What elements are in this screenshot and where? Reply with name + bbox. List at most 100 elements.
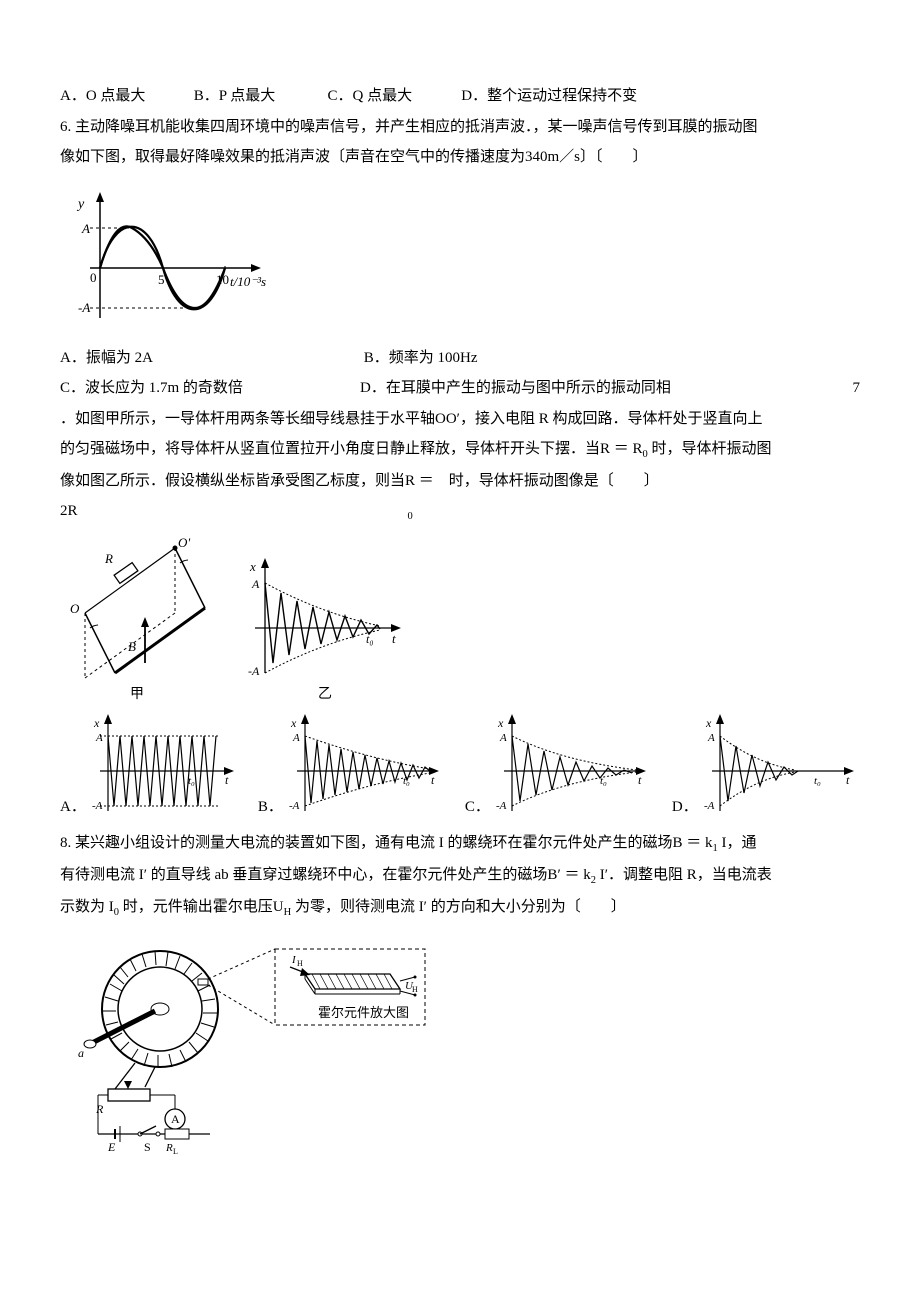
svg-text:t₀: t₀ — [366, 632, 374, 646]
svg-text:t₀: t₀ — [403, 775, 410, 787]
svg-text:O': O' — [178, 535, 190, 550]
svg-text:B: B — [128, 639, 136, 654]
svg-text:R: R — [104, 551, 113, 566]
svg-text:x: x — [705, 716, 712, 730]
q5-opt-d: D．整个运动过程保持不变 — [461, 82, 637, 111]
q7-sub4: 0 — [408, 511, 413, 522]
svg-text:t: t — [392, 631, 396, 646]
svg-text:t: t — [225, 773, 229, 787]
svg-text:t: t — [846, 773, 850, 787]
svg-text:A: A — [292, 732, 300, 744]
q7-stem-line3: 像如图乙所示．假设横纵坐标皆承受图乙标度，则当R ＝ 时，导体杆振动图像是〔 〕 — [60, 467, 860, 496]
q5-opt-c: C．Q 点最大 — [328, 82, 458, 111]
q6-stem-line1: 6. 主动降噪耳机能收集四周环境中的噪声信号，并产生相应的抵消声波．，某一噪声信… — [60, 113, 860, 142]
svg-text:R: R — [95, 1102, 104, 1116]
q7-opt-c-label: C． — [465, 793, 490, 822]
q6-stem-line2: 像如下图，取得最好降噪效果的抵消声波〔声音在空气中的传播速度为340m／s〕〔 … — [60, 143, 860, 172]
svg-text:H: H — [297, 959, 303, 968]
q8-stem2b: I′．调整电阻 R，当电流表 — [596, 867, 772, 883]
svg-text:t₀: t₀ — [188, 775, 195, 787]
q5-opt-a: A．O 点最大 — [60, 82, 190, 111]
q6-tick-5: 5 — [158, 272, 165, 287]
q6-stem1: 主动降噪耳机能收集四周环境中的噪声信号，并产生相应的抵消声波．，某一噪声信号传到… — [75, 119, 758, 135]
svg-text:L: L — [173, 1147, 178, 1156]
q7-stem2-sub: 0 — [643, 449, 648, 460]
q7-opt-b-graph: x A -A t₀ t — [285, 711, 445, 821]
q7-opt-b-cell: B． x A -A t₀ t — [258, 711, 445, 821]
svg-text:0: 0 — [90, 270, 97, 285]
q7-opt-a-cell: A． x A -A t₀ t — [60, 711, 238, 821]
q7-fig-yi: x A -A t₀ t 乙 — [240, 553, 410, 703]
q6-A-label: A — [81, 221, 90, 236]
q8-stem1b: I，通 — [722, 835, 757, 851]
q7-opt-d-cell: D． x A -A t₀ t — [672, 711, 860, 821]
svg-text:A: A — [171, 1112, 180, 1126]
svg-text:乙: 乙 — [318, 686, 332, 702]
svg-text:A: A — [251, 577, 260, 591]
q6-opt-a: A．振幅为 2A — [60, 344, 360, 373]
q6-ylabel: y — [76, 197, 85, 212]
q8-stem1a: 某兴趣小组设计的测量大电流的装置如下图，通有电流 I 的螺绕环在霍尔元件处产生的… — [75, 835, 713, 851]
q7-stem2a: 的匀强磁场中，将导体杆从竖直位置拉开小角度日静止释放，导体杆开头下摆．当R ＝ … — [60, 441, 643, 457]
q7-fig-jia: O O' R B 甲 — [60, 533, 210, 703]
svg-text:-A: -A — [92, 800, 103, 812]
q7-options-row: A． x A -A t₀ t B． x A -A — [60, 711, 860, 821]
svg-text:a: a — [78, 1046, 84, 1060]
q6-graph: y A -A 0 5 10 t/10⁻³s — [60, 178, 860, 338]
q6-tick-10: 10 — [216, 272, 229, 287]
svg-text:E: E — [107, 1140, 116, 1154]
q6-opts-row2: C．波长应为 1.7m 的奇数倍 D．在耳膜中产生的振动与图中所示的振动同相 7 — [60, 374, 860, 403]
q7-stem-line2: 的匀强磁场中，将导体杆从竖直位置拉开小角度日静止释放，导体杆开头下摆．当R ＝ … — [60, 435, 860, 465]
svg-text:O: O — [70, 601, 80, 616]
q8-stem3b: 时，元件输出霍尔电压U — [119, 899, 284, 915]
q7-opt-d-graph: x A -A t₀ t — [700, 711, 860, 821]
svg-text:甲: 甲 — [130, 687, 144, 702]
svg-text:A: A — [95, 732, 103, 744]
q6-num: 6. — [60, 119, 71, 135]
q5-opt-b: B．P 点最大 — [194, 82, 324, 111]
svg-text:t₀: t₀ — [600, 775, 607, 787]
q7-main-figs: O O' R B 甲 x A -A t₀ t 乙 — [60, 533, 860, 703]
q5-options: A．O 点最大 B．P 点最大 C．Q 点最大 D．整个运动过程保持不变 — [60, 82, 860, 111]
svg-text:S: S — [144, 1140, 151, 1154]
q7-stem-line1: ．如图甲所示，一导体杆用两条等长细导线悬挂于水平轴OO′，接入电阻 R 构成回路… — [60, 405, 860, 434]
svg-text:-A: -A — [496, 800, 507, 812]
q8-figure: a I H U H 霍尔元件放大图 R A E — [60, 929, 860, 1159]
svg-text:t: t — [431, 773, 435, 787]
q6-opt-c: C．波长应为 1.7m 的奇数倍 — [60, 374, 360, 403]
q7-opt-c-cell: C． x A -A t₀ t — [465, 711, 652, 821]
q8-stem-line3: 示数为 I0 时，元件输出霍尔电压UH 为零，则待测电流 I′ 的方向和大小分别… — [60, 893, 860, 923]
q6-negA-label: -A — [78, 300, 90, 315]
q6-opt-b: B．频率为 100Hz — [364, 350, 478, 366]
q7-stem-line4: 2R 0 — [60, 497, 860, 527]
svg-text:-A: -A — [704, 800, 715, 812]
q8-num: 8. — [60, 835, 71, 851]
svg-text:-A: -A — [289, 800, 300, 812]
svg-text:x: x — [249, 559, 256, 574]
q7-opt-c-graph: x A -A t₀ t — [492, 711, 652, 821]
q7-opt-b-label: B． — [258, 793, 283, 822]
q7-num-tail: 7 — [853, 374, 861, 403]
svg-text:A: A — [499, 732, 507, 744]
svg-text:x: x — [93, 716, 100, 730]
q8-stem-line1: 8. 某兴趣小组设计的测量大电流的装置如下图，通有电流 I 的螺绕环在霍尔元件处… — [60, 829, 860, 859]
svg-text:x: x — [497, 716, 504, 730]
svg-text:A: A — [707, 732, 715, 744]
svg-text:x: x — [290, 716, 297, 730]
svg-text:R: R — [165, 1142, 173, 1154]
q6-xlabel: t/10⁻³s — [230, 274, 266, 289]
svg-text:H: H — [412, 985, 418, 994]
q7-opt-d-label: D． — [672, 793, 698, 822]
svg-text:霍尔元件放大图: 霍尔元件放大图 — [318, 1005, 409, 1020]
svg-text:-A: -A — [248, 664, 260, 678]
q7-stem2b: 时，导体杆振动图 — [652, 441, 772, 457]
svg-text:t: t — [638, 773, 642, 787]
q7-stem4: 2R — [60, 503, 78, 519]
q8-stem2a: 有待测电流 I′ 的直导线 ab 垂直穿过螺绕环中心，在霍尔元件处产生的磁场B′… — [60, 867, 591, 883]
svg-text:t₀: t₀ — [814, 775, 821, 787]
q8-stem3a: 示数为 I — [60, 899, 114, 915]
q8-stem1-sub: 1 — [713, 843, 718, 854]
q6-opts-row1: A．振幅为 2A B．频率为 100Hz — [60, 344, 860, 373]
q8-stem-line2: 有待测电流 I′ 的直导线 ab 垂直穿过螺绕环中心，在霍尔元件处产生的磁场B′… — [60, 861, 860, 891]
q7-opt-a-label: A． — [60, 793, 86, 822]
